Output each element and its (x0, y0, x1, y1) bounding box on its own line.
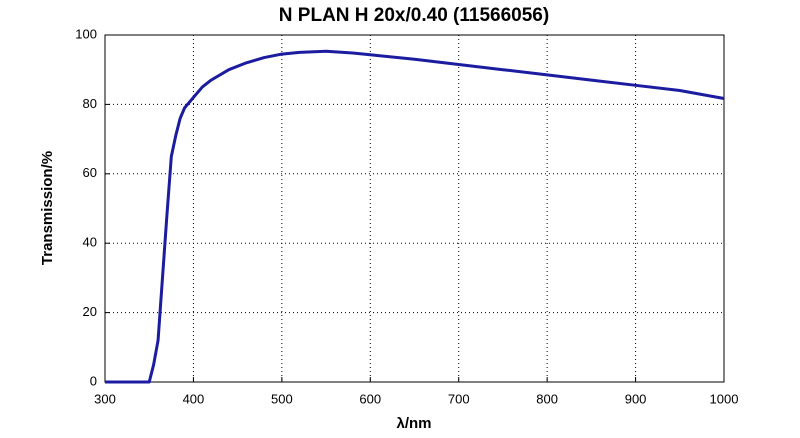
x-tick-label: 1000 (710, 391, 739, 406)
y-axis-label: Transmission/% (39, 151, 56, 265)
plot-frame (104, 34, 725, 383)
chart-title: N PLAN H 20x/0.40 (11566056) (279, 5, 549, 26)
x-tick-label: 700 (448, 391, 470, 406)
x-tick-label: 800 (536, 391, 558, 406)
y-tick-label: 40 (83, 235, 97, 250)
x-tick-label: 900 (625, 391, 647, 406)
x-tick-label: 300 (94, 391, 116, 406)
data-line (105, 49, 725, 384)
y-tick-label: 100 (75, 26, 97, 41)
x-tick-label: 500 (271, 391, 293, 406)
y-tick-label: 20 (83, 304, 97, 319)
x-axis-label: λ/nm (396, 415, 431, 432)
y-tick-label: 80 (83, 96, 97, 111)
x-tick-label: 600 (359, 391, 381, 406)
y-tick-label: 0 (90, 373, 97, 388)
y-tick-label: 60 (83, 165, 97, 180)
x-tick-label: 400 (183, 391, 205, 406)
